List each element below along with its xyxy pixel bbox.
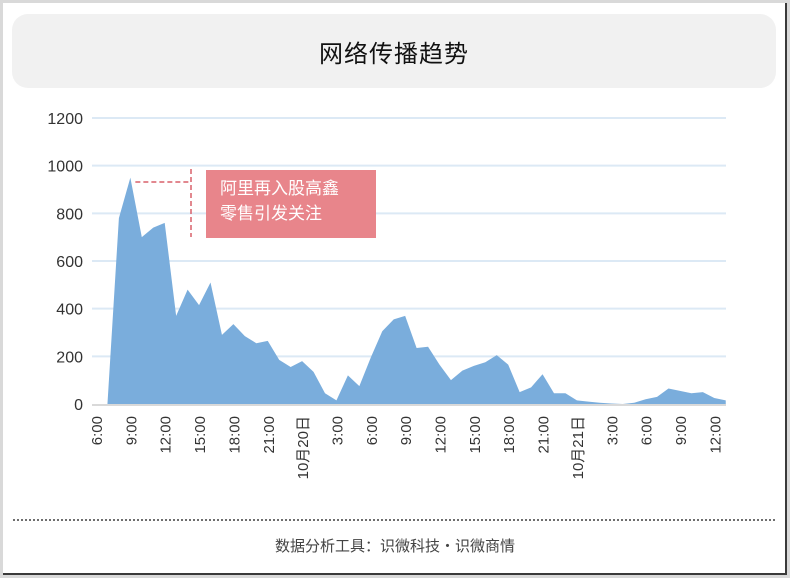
annotation-box: 阿里再入股高鑫 零售引发关注: [206, 170, 376, 238]
x-tick-label: 12:00: [707, 416, 724, 454]
x-axis-labels: 6:00 9:00 12:00 15:00 18:00 21:00 10月20日 3:00 6:…: [89, 416, 724, 479]
x-tick-label: 9:00: [398, 416, 415, 445]
title-bar: 网络传播趋势: [12, 14, 776, 88]
x-tick-label: 9:00: [673, 416, 690, 445]
y-tick-label: 200: [56, 349, 83, 366]
x-tick-label: 9:00: [123, 416, 140, 445]
footer-source: 数据分析工具：识微科技・识微商情: [274, 537, 515, 555]
chart-title: 网络传播趋势: [319, 39, 469, 68]
y-axis-labels: 0 200 400 600 800 1000 1200: [47, 111, 83, 414]
area-series: [107, 177, 726, 404]
x-tick-label: 12:00: [158, 416, 175, 454]
y-tick-label: 600: [56, 254, 83, 271]
x-tick-label: 21:00: [261, 416, 278, 454]
x-tick-label: 6:00: [639, 416, 656, 445]
y-tick-label: 1000: [47, 159, 83, 176]
footer-divider: [13, 519, 775, 521]
x-tick-label: 6:00: [89, 416, 106, 445]
x-tick-label: 10月20日: [295, 416, 312, 479]
x-tick-label: 10月21日: [570, 416, 587, 479]
y-tick-label: 0: [74, 397, 83, 414]
y-tick-label: 400: [56, 302, 83, 319]
x-tick-label: 3:00: [604, 416, 621, 445]
x-tick-label: 15:00: [192, 416, 209, 454]
annotation-leader: [135, 169, 192, 237]
x-tick-label: 21:00: [536, 416, 553, 454]
annotation-line-1: 阿里再入股高鑫: [220, 179, 339, 199]
x-tick-label: 18:00: [501, 416, 518, 454]
x-tick-label: 18:00: [226, 416, 243, 454]
x-tick-label: 3:00: [329, 416, 346, 445]
x-tick-label: 6:00: [364, 416, 381, 445]
x-tick-label: 12:00: [433, 416, 450, 454]
y-tick-label: 800: [56, 206, 83, 223]
y-tick-label: 1200: [47, 111, 83, 128]
annotation-line-2: 零售引发关注: [220, 204, 322, 224]
x-tick-label: 15:00: [467, 416, 484, 454]
